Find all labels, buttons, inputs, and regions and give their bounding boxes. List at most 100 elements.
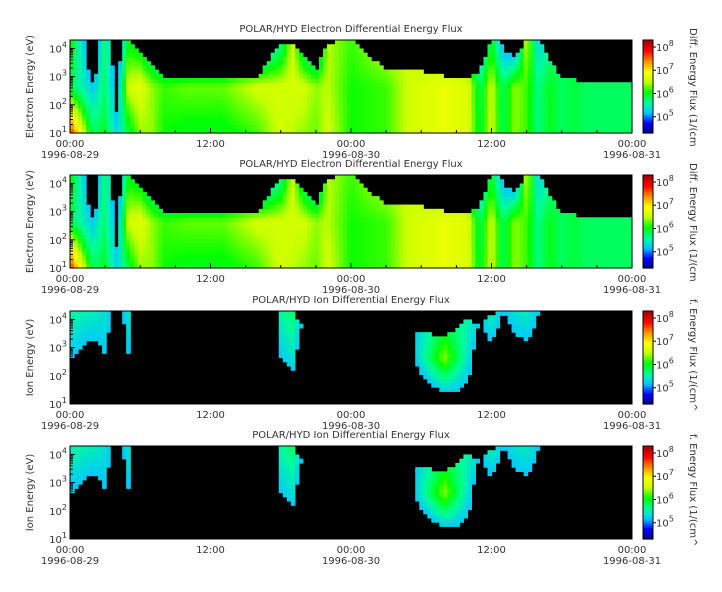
spectrogram-cell	[383, 94, 388, 100]
spectrogram-cell	[82, 82, 87, 88]
spectrogram-cell	[535, 246, 541, 252]
spectrogram-cell	[278, 217, 284, 223]
spectrogram-cell	[154, 242, 159, 248]
spectrogram-cell	[363, 69, 368, 75]
spectrogram-cell	[250, 78, 256, 83]
spectrogram-cell	[330, 251, 336, 256]
spectrogram-cell	[162, 120, 167, 126]
spectrogram-cell	[583, 124, 589, 130]
spectrogram-cell	[479, 65, 485, 71]
spectrogram-cell	[439, 213, 444, 218]
spectrogram-cell	[134, 242, 139, 248]
spectrogram-cell	[326, 246, 332, 252]
spectrogram-cell	[559, 120, 565, 126]
spectrogram-cell	[286, 357, 292, 363]
spectrogram-cell	[266, 251, 272, 256]
spectrogram-cell	[230, 78, 236, 83]
spectrogram-cell	[126, 259, 131, 265]
spectrogram-cell	[355, 208, 360, 214]
spectrogram-cell	[134, 61, 139, 66]
spectrogram-cell	[547, 251, 553, 256]
spectrogram-cell	[527, 40, 533, 45]
spectrogram-cell	[387, 238, 392, 244]
spectrogram-cell	[138, 204, 143, 210]
spectrogram-cell	[294, 52, 300, 58]
spectrogram-cell	[547, 217, 553, 223]
spectrogram-cell	[535, 183, 541, 189]
spectrogram-cell	[338, 251, 344, 256]
spectrogram-cell	[491, 94, 497, 100]
spectrogram-cell	[162, 107, 167, 113]
spectrogram-cell	[615, 242, 621, 248]
spectrogram-cell	[607, 94, 613, 100]
colorbar-swatch	[643, 58, 653, 62]
spectrogram-cell	[555, 124, 561, 130]
spectrogram-cell	[363, 200, 368, 206]
spectrogram-cell	[367, 56, 372, 62]
spectrogram-cell	[78, 225, 83, 231]
spectrogram-cell	[591, 90, 597, 96]
spectrogram-cell	[290, 56, 296, 62]
spectrogram-cell	[535, 255, 541, 261]
spectrogram-cell	[94, 263, 99, 269]
spectrogram-cell	[383, 263, 388, 269]
spectrogram-cell	[122, 238, 127, 244]
spectrogram-cell	[487, 120, 493, 126]
spectrogram-cell	[523, 225, 529, 231]
spectrogram-cell	[619, 259, 625, 265]
spectrogram-cell	[403, 221, 408, 227]
spectrogram-cell	[515, 111, 521, 117]
spectrogram-cell	[106, 40, 111, 45]
spectrogram-cell	[198, 124, 204, 130]
spectrogram-cell	[431, 73, 436, 79]
spectrogram-cell	[427, 238, 432, 244]
colorbar-swatch	[643, 216, 653, 220]
spectrogram-cell	[403, 259, 408, 265]
spectrogram-cell	[290, 327, 296, 333]
spectrogram-cell	[310, 246, 316, 252]
spectrogram-cell	[603, 90, 609, 96]
spectrogram-cell	[294, 56, 300, 62]
spectrogram-cell	[294, 94, 300, 100]
spectrogram-cell	[539, 120, 545, 126]
spectrogram-cell	[226, 238, 232, 244]
spectrogram-cell	[74, 204, 79, 210]
spectrogram-cell	[551, 78, 557, 83]
spectrogram-cell	[286, 311, 292, 316]
spectrogram-cell	[403, 225, 408, 231]
spectrogram-cell	[326, 187, 332, 193]
spectrogram-cell	[395, 103, 400, 109]
spectrogram-cell	[435, 103, 440, 109]
spectrogram-cell	[523, 179, 529, 185]
spectrogram-cell	[503, 221, 509, 227]
spectrogram-cell	[102, 191, 107, 197]
spectrogram-cell	[535, 56, 541, 62]
spectrogram-cell	[535, 86, 541, 92]
spectrogram-cell	[126, 349, 131, 354]
spectrogram-cell	[495, 44, 501, 50]
spectrogram-cell	[290, 259, 296, 265]
spectrogram-cell	[587, 90, 593, 96]
spectrogram-cell	[551, 204, 557, 210]
spectrogram-cell	[214, 78, 220, 83]
spectrogram-cell	[551, 208, 557, 214]
spectrogram-cell	[379, 255, 384, 261]
spectrogram-cell	[495, 255, 501, 261]
spectrogram-cell	[146, 200, 151, 206]
spectrogram-cell	[226, 246, 232, 252]
spectrogram-cell	[138, 259, 143, 265]
colorbar-swatch	[643, 70, 653, 74]
spectrogram-cell	[330, 116, 336, 121]
spectrogram-cell	[439, 111, 444, 117]
spectrogram-cell	[134, 78, 139, 83]
spectrogram-cell	[415, 263, 420, 269]
spectrogram-cell	[330, 94, 336, 100]
spectrogram-cell	[423, 128, 428, 134]
spectrogram-cell	[254, 107, 260, 113]
spectrogram-cell	[463, 217, 469, 223]
spectrogram-cell	[174, 242, 179, 248]
spectrogram-cell	[94, 242, 99, 248]
spectrogram-cell	[318, 238, 324, 244]
spectrogram-cell	[427, 370, 432, 376]
spectrogram-cell	[595, 107, 601, 113]
